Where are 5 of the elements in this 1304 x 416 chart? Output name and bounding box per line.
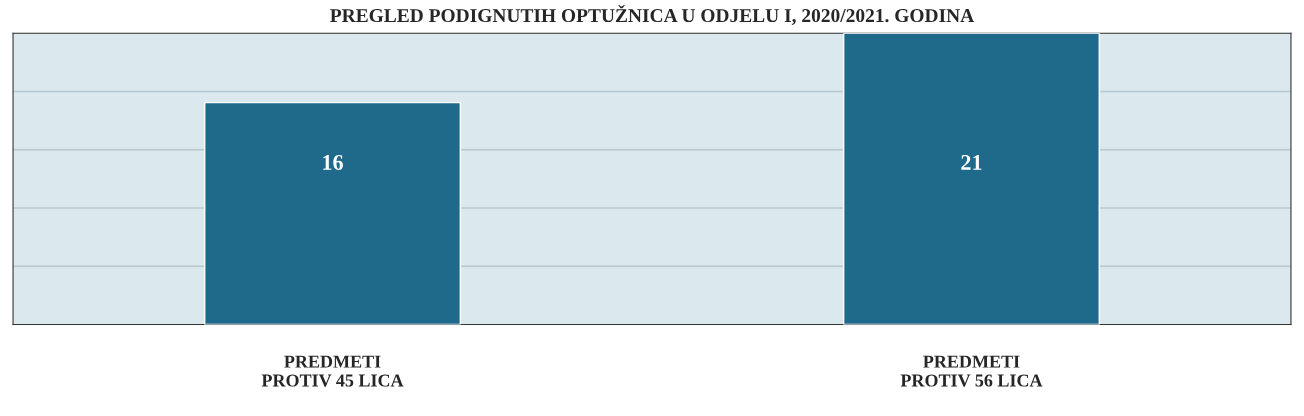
chart-title: PREGLED PODIGNUTIH OPTUŽNICA U ODJELU I, 2020/2021. GODINA [330,5,975,25]
x-tick-label: PREDMETI PROTIV 56 LICA [900,355,1043,387]
data-label: 16 [323,154,343,170]
data-label: 21 [961,154,982,170]
x-tick-label: PREDMETI PROTIV 45 LICA [261,355,404,387]
